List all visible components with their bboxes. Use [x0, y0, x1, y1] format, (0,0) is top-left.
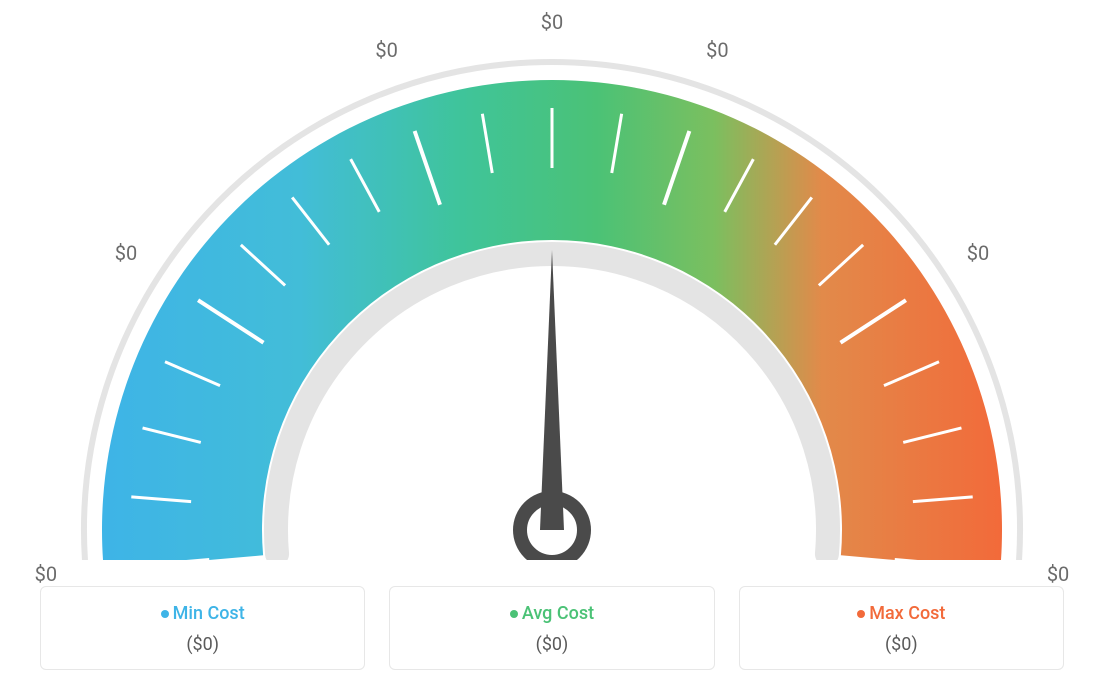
legend-card-max: Max Cost ($0) [739, 586, 1064, 671]
legend-title-max: Max Cost [857, 603, 945, 624]
gauge-tick-label: $0 [706, 38, 728, 62]
gauge-tick-label: $0 [115, 241, 137, 265]
legend-value-min: ($0) [53, 634, 352, 655]
legend-dot-max [857, 610, 865, 618]
gauge-tick-label: $0 [35, 562, 57, 586]
legend-title-text: Avg Cost [522, 603, 594, 624]
gauge-svg [0, 0, 1104, 560]
legend-card-avg: Avg Cost ($0) [389, 586, 714, 671]
legend-card-min: Min Cost ($0) [40, 586, 365, 671]
legend-dot-avg [510, 610, 518, 618]
legend-value-max: ($0) [752, 634, 1051, 655]
legend-title-text: Max Cost [869, 603, 945, 624]
legend-row: Min Cost ($0) Avg Cost ($0) Max Cost ($0… [40, 586, 1064, 671]
legend-title-text: Min Cost [173, 603, 245, 624]
gauge-tick-label: $0 [541, 10, 563, 34]
gauge-tick-label: $0 [967, 241, 989, 265]
gauge-chart: $0$0$0$0$0$0$0 [0, 0, 1104, 560]
legend-title-min: Min Cost [161, 603, 245, 624]
gauge-tick-label: $0 [375, 38, 397, 62]
legend-value-avg: ($0) [402, 634, 701, 655]
legend-title-avg: Avg Cost [510, 603, 594, 624]
gauge-tick-label: $0 [1047, 562, 1069, 586]
legend-dot-min [161, 610, 169, 618]
